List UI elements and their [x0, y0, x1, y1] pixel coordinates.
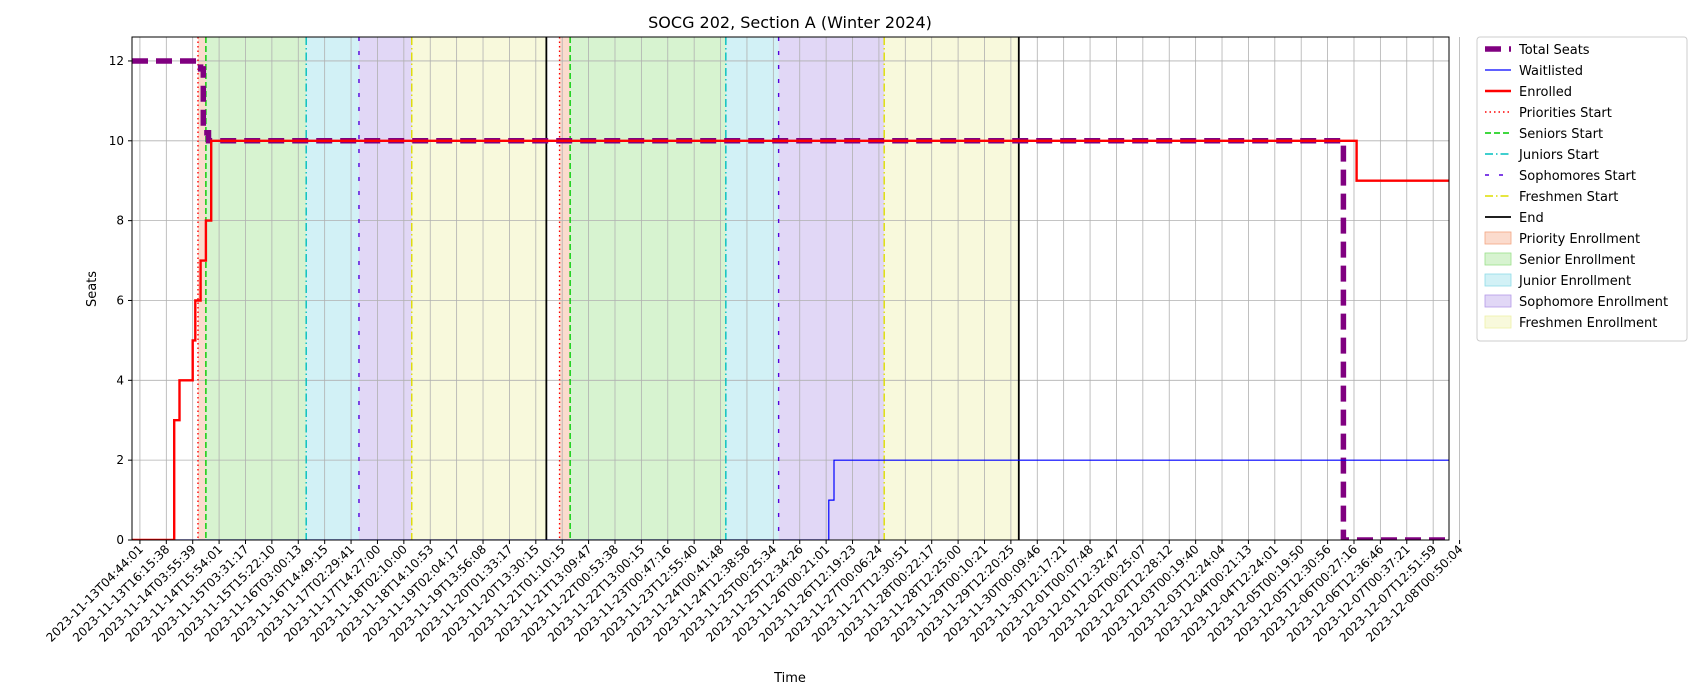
y-tick-label: 6 [116, 293, 124, 307]
legend-label: Total Seats [1518, 43, 1590, 58]
chart-title: SOCG 202, Section A (Winter 2024) [648, 13, 932, 32]
x-axis-title: Time [773, 671, 806, 686]
legend-label: Freshmen Start [1519, 190, 1618, 205]
shaded-region-1-1 [570, 37, 726, 540]
legend-label: Freshmen Enrollment [1519, 316, 1657, 331]
y-tick-label: 8 [116, 214, 124, 228]
plot-frame [131, 36, 1450, 541]
shaded-region-4-0 [411, 37, 547, 540]
legend-swatch-patch [1484, 273, 1512, 287]
legend-label: Sophomores Start [1519, 169, 1636, 184]
shaded-region-0-0 [197, 37, 206, 540]
legend-label: Seniors Start [1519, 127, 1603, 142]
legend-label: Enrolled [1519, 85, 1572, 100]
y-axis-title: Seats [85, 271, 100, 307]
y-tick-label: 0 [116, 533, 124, 547]
legend: Total Seats Waitlisted Enrolled Priorities … [1476, 36, 1688, 342]
series-line-1 [132, 459, 1449, 540]
shaded-region-1-0 [205, 37, 307, 540]
legend-label: Waitlisted [1519, 64, 1583, 79]
legend-swatch-patch [1484, 252, 1512, 266]
legend-label: Senior Enrollment [1519, 253, 1635, 268]
legend-swatch-patch [1484, 231, 1512, 245]
shaded-region-3-0 [358, 37, 412, 540]
series-line-0 [132, 58, 1449, 540]
legend-label: Juniors Start [1518, 148, 1599, 163]
shaded-region-0-1 [559, 37, 571, 540]
y-tick-label: 2 [116, 453, 124, 467]
legend-label: Junior Enrollment [1518, 274, 1631, 289]
legend-label: Priority Enrollment [1519, 232, 1640, 247]
y-tick-label: 10 [109, 134, 124, 148]
plot-area: 0246810122023-11-13T04:44:012023-11-13T1… [44, 36, 1466, 645]
shaded-region-2-0 [306, 37, 359, 540]
y-tick-label: 4 [116, 373, 124, 387]
shaded-region-4-1 [884, 37, 1019, 540]
y-tick-label: 12 [109, 54, 124, 68]
legend-label: Sophomore Enrollment [1519, 295, 1668, 310]
legend-label: End [1519, 211, 1544, 226]
legend-box [1476, 36, 1688, 342]
series-line-2 [132, 139, 1449, 540]
shaded-region-2-1 [725, 37, 779, 540]
legend-swatch-patch [1484, 294, 1512, 308]
legend-label: Priorities Start [1519, 106, 1612, 121]
shaded-region-3-1 [778, 37, 885, 540]
legend-swatch-patch [1484, 315, 1512, 329]
